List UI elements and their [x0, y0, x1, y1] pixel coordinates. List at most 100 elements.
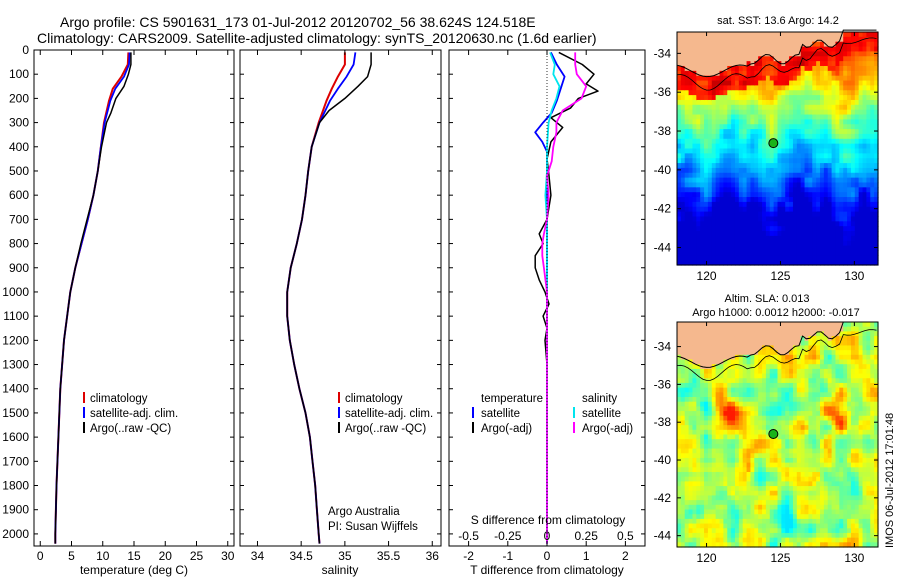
map-sea-cell [839, 177, 844, 184]
map-sea-cell [719, 392, 724, 398]
map-land-cell [754, 322, 759, 328]
map-sea-cell [738, 211, 744, 218]
map-sea-cell [796, 429, 802, 436]
map-sea-cell [823, 495, 829, 501]
map-sea-cell [680, 514, 686, 520]
map-sea-cell [850, 36, 856, 43]
map-sea-cell [769, 453, 775, 459]
map-sea-cell [719, 472, 724, 478]
map-sea-cell [812, 245, 817, 252]
map-sea-cell [870, 201, 875, 208]
map-sea-cell [688, 378, 694, 384]
map-sea-cell [827, 518, 833, 525]
map-sea-cell [707, 124, 713, 130]
map-land-cell [677, 350, 682, 356]
map-sea-cell [684, 177, 690, 184]
map-sea-cell [742, 378, 748, 384]
map-sea-cell [850, 415, 856, 422]
map-sea-cell [847, 364, 852, 370]
map-sea-cell [789, 523, 794, 529]
map-sea-cell [847, 448, 852, 454]
map-sea-cell [843, 109, 848, 116]
map-sea-cell [731, 476, 736, 482]
map-sea-cell [750, 523, 755, 529]
map-sea-cell [781, 467, 786, 473]
map-sea-cell [847, 41, 852, 48]
map-sea-cell [738, 467, 744, 473]
map-sea-cell [835, 476, 840, 482]
map-sea-cell [816, 429, 821, 436]
map-sea-cell [792, 250, 798, 256]
map-sea-cell [874, 99, 879, 106]
map-sea-cell [827, 231, 833, 237]
map-sea-cell [808, 235, 813, 242]
map-sea-cell [777, 514, 782, 520]
map-sea-cell [792, 245, 798, 252]
map-sea-cell [812, 439, 817, 445]
map-sea-cell [850, 46, 856, 53]
map-sea-cell [792, 373, 798, 379]
map-sea-cell [734, 250, 740, 256]
map-sea-cell [700, 439, 705, 445]
map-sea-cell [800, 158, 806, 164]
map-sea-cell [715, 206, 721, 213]
map-sea-cell [688, 245, 694, 252]
map-sea-cell [823, 504, 829, 511]
map-sea-cell [723, 397, 728, 403]
map-sea-cell [850, 350, 856, 356]
map-sea-cell [796, 187, 802, 193]
map-sea-cell [773, 172, 779, 179]
map-sea-cell [777, 532, 782, 539]
map-sea-cell [700, 382, 705, 389]
map-sea-cell [850, 336, 856, 342]
map-sea-cell [866, 201, 871, 208]
map-sea-cell [707, 406, 713, 412]
map-sea-cell [781, 387, 786, 393]
map-sea-cell [734, 255, 740, 261]
map-sea-cell [850, 143, 856, 150]
map-sea-cell [742, 80, 748, 86]
map-land-cell [688, 322, 694, 328]
map-land-cell [750, 32, 755, 38]
map-sea-cell [711, 518, 717, 525]
map-sea-cell [696, 528, 701, 534]
map-sea-cell [704, 467, 709, 473]
map-sea-cell [823, 153, 829, 159]
map-sea-cell [677, 167, 682, 174]
map-sea-cell [862, 90, 868, 96]
map-sea-cell [769, 158, 775, 164]
map-sea-cell [843, 322, 848, 328]
map-sea-cell [773, 425, 779, 431]
map-sea-cell [835, 216, 840, 222]
map-sea-cell [684, 201, 690, 208]
map-sea-cell [765, 439, 771, 445]
map-sea-cell [684, 476, 690, 482]
map-sea-cell [827, 415, 833, 422]
map-sea-cell [769, 457, 775, 464]
map-sea-cell [692, 476, 697, 482]
map-sea-cell [754, 201, 759, 208]
map-land-cell [692, 46, 697, 53]
map-sea-cell [816, 231, 821, 237]
map-sea-cell [684, 109, 690, 116]
map-sea-cell [866, 65, 871, 72]
map-sea-cell [804, 235, 810, 242]
map-land-cell [734, 322, 740, 328]
map-land-cell [820, 36, 825, 43]
map-sea-cell [823, 85, 829, 91]
map-sea-cell [785, 192, 790, 198]
map-sea-cell [843, 187, 848, 193]
map-sea-cell [850, 425, 856, 431]
map-sea-cell [700, 504, 705, 511]
map-sea-cell [711, 462, 717, 468]
map-sea-cell [704, 109, 709, 116]
map-sea-cell [839, 453, 844, 459]
map-sea-cell [820, 61, 825, 67]
map-sea-cell [707, 467, 713, 473]
map-sea-cell [847, 340, 852, 347]
map-sea-cell [874, 182, 879, 188]
map-sea-cell [711, 255, 717, 261]
map-sea-cell [773, 211, 779, 218]
map-sea-cell [765, 124, 771, 130]
map-land-cell [700, 336, 705, 342]
